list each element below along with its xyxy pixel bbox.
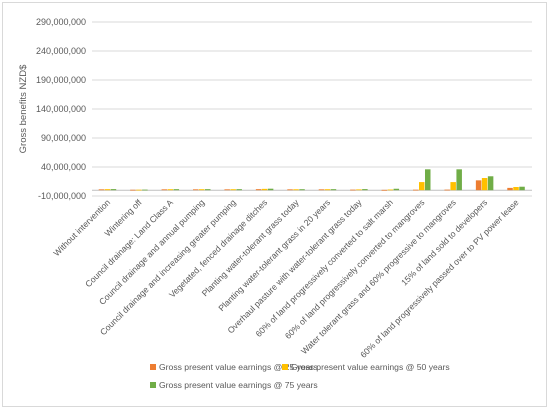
bar <box>481 178 488 191</box>
bar <box>267 188 274 191</box>
bar <box>450 182 456 191</box>
bar <box>199 189 205 191</box>
bar <box>299 189 305 191</box>
bars <box>98 169 525 191</box>
bar <box>98 189 105 191</box>
legend: Gross present value earnings @ 25 yearsG… <box>150 362 450 390</box>
bar <box>381 189 388 191</box>
bar <box>236 189 242 191</box>
bar <box>444 189 450 191</box>
bar <box>173 189 180 191</box>
y-tick-label: 240,000,000 <box>36 46 86 56</box>
bar <box>224 189 230 191</box>
y-tick-label: -10,000,000 <box>38 191 86 201</box>
bar <box>475 180 482 191</box>
bar <box>487 176 494 191</box>
bar <box>193 189 199 191</box>
y-axis-ticks: 290,000,000 240,000,000 190,000,000 140,000… <box>36 17 86 201</box>
bar <box>356 189 362 191</box>
bar <box>425 169 431 191</box>
legend-swatch <box>282 364 288 370</box>
bar <box>330 189 337 191</box>
bar <box>413 189 419 191</box>
bar <box>362 189 368 191</box>
bar <box>507 187 513 191</box>
bar <box>136 189 142 191</box>
bar <box>230 189 236 191</box>
bar <box>261 188 268 191</box>
y-tick-label: 90,000,000 <box>41 133 86 143</box>
bar <box>161 189 168 191</box>
y-tick-label: 290,000,000 <box>36 17 86 27</box>
gridlines <box>92 21 532 197</box>
legend-label: Gross present value earnings @ 25 years <box>159 362 318 372</box>
legend-swatch <box>150 364 156 370</box>
bar <box>142 189 148 191</box>
bar <box>318 189 325 191</box>
y-axis-label: Gross benefits NZD$ <box>18 64 29 153</box>
bar <box>110 189 117 191</box>
y-tick-label: 190,000,000 <box>36 75 86 85</box>
bar <box>456 169 462 191</box>
bar <box>287 189 293 191</box>
legend-label: Gross present value earnings @ 75 years <box>159 380 318 390</box>
legend-label: Gross present value earnings @ 50 years <box>291 362 450 372</box>
bar <box>104 189 111 191</box>
bar <box>205 189 211 191</box>
bar <box>350 189 356 191</box>
x-category-label: Planting water-tolerant grass in 20 year… <box>216 197 332 313</box>
legend-swatch <box>150 382 156 388</box>
bar <box>513 187 519 191</box>
bar <box>293 189 299 191</box>
bar <box>324 189 331 191</box>
x-category-label: Without intervention <box>51 197 112 258</box>
y-tick-label: 140,000,000 <box>36 104 86 114</box>
y-tick-label: 40,000,000 <box>41 162 86 172</box>
bar <box>167 189 174 191</box>
chart-frame <box>2 2 547 407</box>
bar <box>419 182 425 191</box>
bar <box>519 186 525 191</box>
bar <box>130 189 136 191</box>
bar <box>387 189 394 191</box>
bar <box>255 189 262 191</box>
bar <box>393 188 400 191</box>
